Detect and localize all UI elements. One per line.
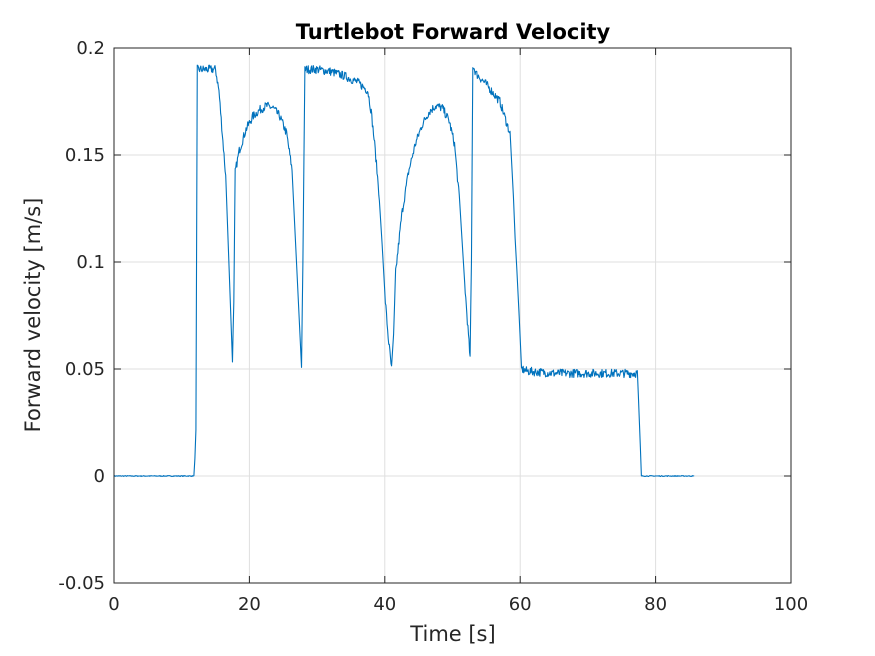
chart-title: Turtlebot Forward Velocity [296,20,611,44]
plot-frame [113,47,792,584]
y-tick-label: 0.1 [76,252,105,273]
x-tick-label: 100 [774,594,808,615]
x-axis-label: Time [s] [409,622,495,646]
y-tick-label: 0 [94,466,105,487]
velocity-series-line [113,64,695,477]
y-tick-labels: -0.05 0 0.05 0.1 0.15 0.2 [58,38,105,594]
plot-background [114,48,791,583]
y-tick-label: 0.2 [76,38,105,59]
y-tick-label: -0.05 [58,573,105,594]
x-tick-label: 60 [509,594,532,615]
x-tick-label: 40 [373,594,396,615]
x-tick-labels: 0 20 40 60 80 100 [108,594,808,615]
x-tick-label: 0 [108,594,119,615]
x-tick-label: 20 [238,594,261,615]
x-tick-label: 80 [644,594,667,615]
y-tick-label: 0.15 [65,145,105,166]
y-tick-label: 0.05 [65,359,105,380]
y-axis-label: Forward velocity [m/s] [21,198,45,433]
